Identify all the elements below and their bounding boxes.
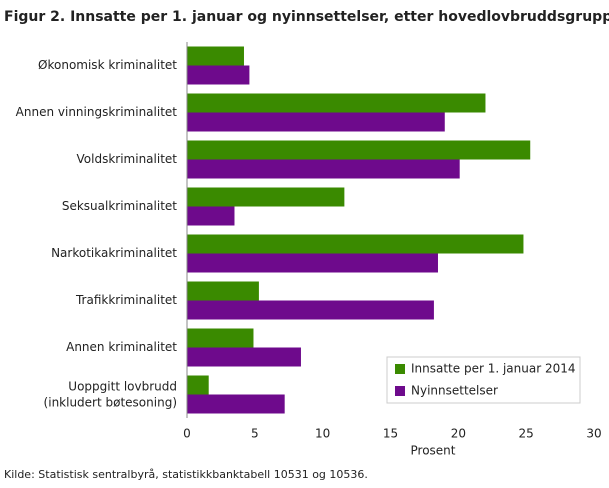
legend-swatch [395, 364, 405, 374]
y-tick-label: Trafikkriminalitet [75, 293, 177, 307]
x-tick-label: 20 [451, 427, 466, 441]
chart-title: Figur 2. Innsatte per 1. januar og nyinn… [4, 9, 609, 25]
bar [187, 159, 460, 179]
bar [187, 328, 254, 348]
x-tick-label: 0 [183, 427, 191, 441]
bar [187, 112, 445, 132]
legend-label: Nyinnsettelser [411, 384, 498, 398]
y-tick-label: Uoppgitt lovbrudd (inkludert bøtesoning) [44, 379, 177, 409]
bar [187, 234, 524, 254]
y-tick-label: Seksualkriminalitet [62, 199, 177, 213]
bar [187, 300, 434, 320]
legend-swatch [395, 386, 405, 396]
bar [187, 281, 259, 301]
bar [187, 253, 438, 273]
x-tick-label: 5 [251, 427, 259, 441]
source-note: Kilde: Statistisk sentralbyrå, statistik… [4, 468, 368, 481]
bar [187, 46, 244, 66]
x-tick-label: 10 [315, 427, 330, 441]
bar [187, 394, 285, 414]
bar [187, 140, 531, 160]
bar [187, 93, 486, 113]
bar [187, 187, 345, 207]
x-tick-label: 30 [586, 427, 601, 441]
bar [187, 206, 235, 226]
x-axis-label: Prosent [411, 444, 456, 458]
y-tick-label: Annen vinningskriminalitet [16, 105, 178, 119]
legend-box [386, 356, 581, 404]
legend-label: Innsatte per 1. januar 2014 [411, 362, 576, 376]
x-tick-label: 25 [519, 427, 534, 441]
x-tick-label: 15 [383, 427, 398, 441]
y-tick-label: Voldskriminalitet [77, 152, 178, 166]
y-tick-label: Narkotikakriminalitet [51, 246, 177, 260]
y-tick-label: Annen kriminalitet [66, 340, 177, 354]
y-tick-label: Økonomisk kriminalitet [38, 58, 177, 72]
bar [187, 347, 301, 367]
bar [187, 65, 250, 85]
bar [187, 375, 209, 395]
